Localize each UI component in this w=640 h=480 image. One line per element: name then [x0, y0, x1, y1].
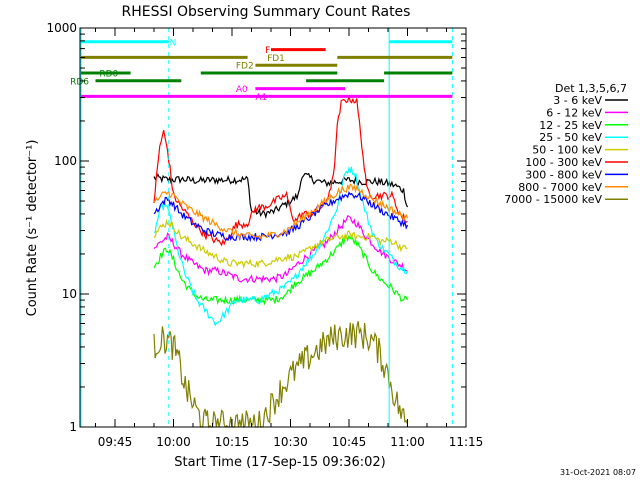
series-line-0 [153, 172, 409, 220]
series-line-5 [153, 95, 408, 247]
legend-label-5: 100 - 300 keV [525, 156, 602, 169]
y-tick-label-0: 1 [69, 420, 77, 434]
x-tick-label-1: 10:00 [156, 435, 191, 449]
x-tick-label-3: 10:30 [273, 435, 308, 449]
axes: 09:45 10:00 10:15 10:30 10:45 11:00 11:15 1 10 10… [46, 21, 483, 449]
series-line-2 [153, 234, 409, 306]
y-axis-label: Count Rate (s⁻¹ detector⁻¹) [25, 140, 40, 317]
plot-frame [79, 27, 467, 428]
x-tick-label-4: 10:45 [332, 435, 367, 449]
legend-label-6: 300 - 800 keV [525, 168, 602, 181]
flag-label-1: F [265, 46, 270, 56]
x-axis-label: Start Time (17-Sep-15 09:36:02) [174, 455, 385, 470]
legend-label-4: 50 - 100 keV [532, 144, 602, 157]
legend-label-2: 12 - 25 keV [539, 119, 602, 132]
x-tick-label-6: 11:15 [449, 435, 484, 449]
y-tick-label-3: 1000 [46, 21, 77, 35]
flag-label-7: A1 [255, 93, 267, 103]
flag-label-3: FD2 [236, 62, 254, 72]
x-tick-label-5: 11:00 [390, 435, 425, 449]
flag-label-4: RD0 [99, 70, 118, 80]
flag-label-2: FD1 [267, 54, 285, 64]
flag-label-6: A0 [236, 85, 248, 95]
flag-label-0: N [170, 38, 177, 48]
chart-title: RHESSI Observing Summary Count Rates [122, 4, 411, 20]
timestamp: 31-Oct-2021 08:07 [560, 468, 636, 477]
series-line-7 [153, 183, 409, 240]
legend-label-7: 800 - 7000 keV [518, 181, 602, 194]
series-line-8 [153, 321, 409, 429]
legend-label-3: 25 - 50 keV [539, 131, 602, 144]
legend-label-0: 3 - 6 keV [553, 94, 602, 107]
x-tick-label-2: 10:15 [215, 435, 250, 449]
series-layer [153, 95, 409, 429]
y-tick-label-1: 10 [62, 287, 77, 301]
series-line-1 [153, 215, 408, 284]
x-tick-label-0: 09:45 [98, 435, 133, 449]
legend-label-1: 6 - 12 keV [546, 106, 602, 119]
legend-title: Det 1,3,5,6,7 [555, 82, 627, 95]
y-tick-label-2: 100 [54, 154, 77, 168]
vertical-markers [80, 28, 453, 427]
legend-label-8: 7000 - 15000 keV [504, 193, 602, 206]
series-line-4 [153, 218, 408, 270]
series-line-3 [153, 165, 409, 327]
